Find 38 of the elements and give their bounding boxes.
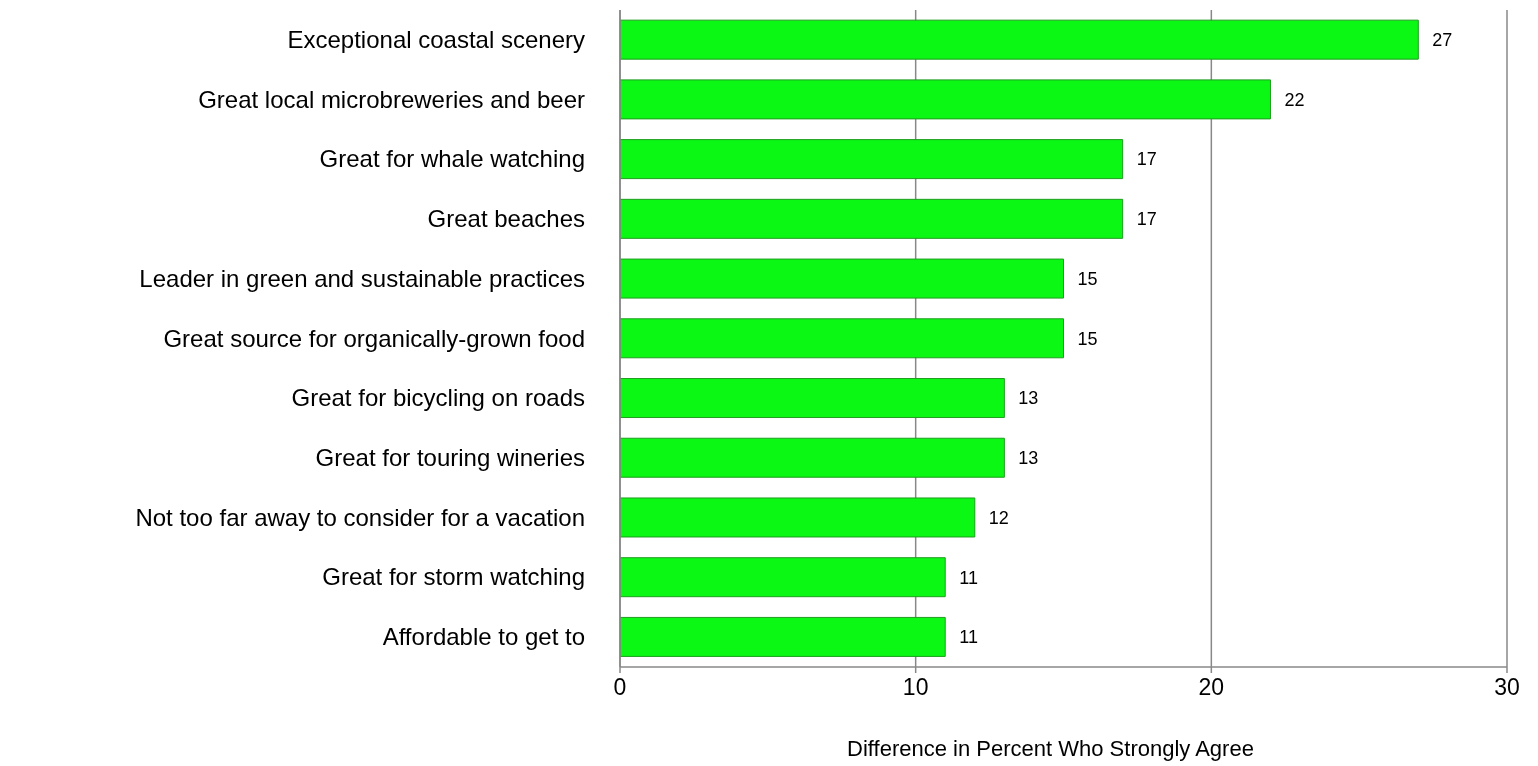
bar <box>620 139 1124 180</box>
bar <box>620 557 946 598</box>
bar <box>620 318 1064 359</box>
data-label: 22 <box>1284 89 1305 110</box>
x-tick-label: 30 <box>1494 674 1520 700</box>
data-label: 13 <box>1018 388 1039 409</box>
y-tick-label: Great local microbreweries and beer <box>198 85 585 113</box>
bar <box>620 497 976 538</box>
data-label: 12 <box>988 507 1009 528</box>
x-tick-label: 10 <box>902 674 929 700</box>
bar <box>620 378 1005 419</box>
data-label: 15 <box>1077 328 1098 349</box>
bar <box>620 258 1064 299</box>
data-label: 17 <box>1136 209 1157 230</box>
data-label: 15 <box>1077 268 1098 289</box>
x-tick-label: 20 <box>1198 674 1225 700</box>
y-tick-label: Great source for organically-grown food <box>163 324 585 352</box>
data-label: 11 <box>959 627 978 648</box>
y-tick-label: Exceptional coastal scenery <box>287 25 585 53</box>
x-axis-title: Difference in Percent Who Strongly Agree <box>847 736 1254 761</box>
x-tick-label: 0 <box>613 674 627 700</box>
y-tick-label: Affordable to get to <box>382 623 585 651</box>
y-tick-label: Great for whale watching <box>319 145 585 173</box>
y-tick-label: Leader in green and sustainable practices <box>139 264 585 292</box>
bar <box>620 616 946 657</box>
bar <box>620 437 1005 478</box>
y-tick-label: Great for bicycling on roads <box>291 384 585 412</box>
data-label: 13 <box>1018 448 1039 469</box>
y-tick-label: Not too far away to consider for a vacation <box>135 503 585 531</box>
bar <box>620 79 1271 120</box>
data-label: 17 <box>1136 149 1157 170</box>
y-tick-label: Great for storm watching <box>322 563 585 591</box>
y-tick-label: Great beaches <box>427 205 585 233</box>
data-label: 27 <box>1432 30 1453 51</box>
bar <box>620 198 1124 239</box>
data-label: 11 <box>959 567 978 588</box>
y-tick-label: Great for touring wineries <box>315 443 585 471</box>
bar <box>620 19 1419 60</box>
